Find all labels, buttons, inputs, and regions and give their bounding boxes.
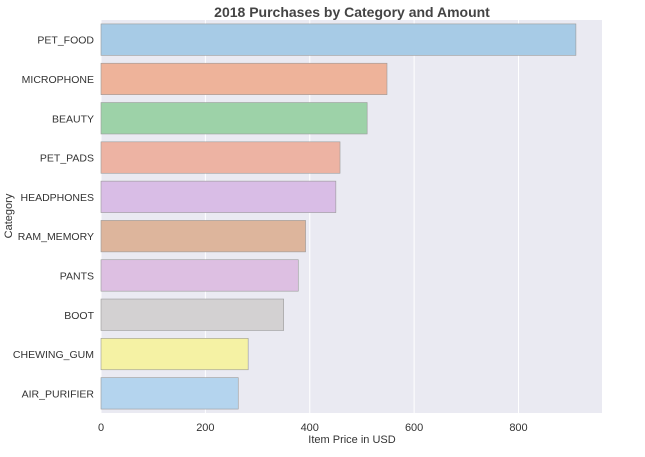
y-tick-label: PANTS [60, 270, 94, 282]
y-tick-label: BEAUTY [52, 113, 94, 125]
y-tick-label: AIR_PURIFIER [22, 388, 95, 400]
bar-pet-food [101, 24, 576, 55]
y-tick-label: CHEWING_GUM [13, 349, 94, 361]
y-tick-label: PET_FOOD [37, 35, 94, 47]
bar-boot [101, 299, 284, 330]
chart-title: 2018 Purchases by Category and Amount [214, 4, 490, 20]
x-tick-label: 600 [405, 422, 423, 434]
bar-microphone [101, 63, 387, 94]
x-tick-label: 400 [301, 422, 319, 434]
y-tick-labels: PET_FOOD MICROPHONE BEAUTY PET_PADS HEADPHON… [13, 35, 95, 401]
y-tick-label: MICROPHONE [22, 74, 94, 86]
x-tick-labels: 0 200 400 600 800 [98, 422, 528, 434]
bar-pet-pads [101, 142, 340, 173]
x-tick-label: 200 [196, 422, 214, 434]
y-tick-label: HEADPHONES [20, 192, 94, 204]
bar-chewing-gum [101, 338, 248, 369]
bar-beauty [101, 103, 367, 134]
x-axis-label: Item Price in USD [308, 434, 395, 446]
y-tick-label: BOOT [64, 310, 94, 322]
bar-air-purifier [101, 378, 238, 409]
y-tick-label: RAM_MEMORY [18, 231, 94, 243]
x-tick-label: 800 [509, 422, 527, 434]
bar-ram-memory [101, 220, 306, 251]
bar-headphones [101, 181, 336, 212]
y-tick-label: PET_PADS [40, 153, 94, 165]
x-tick-label: 0 [98, 422, 104, 434]
y-axis-label: Category [3, 193, 15, 238]
bar-pants [101, 260, 298, 291]
